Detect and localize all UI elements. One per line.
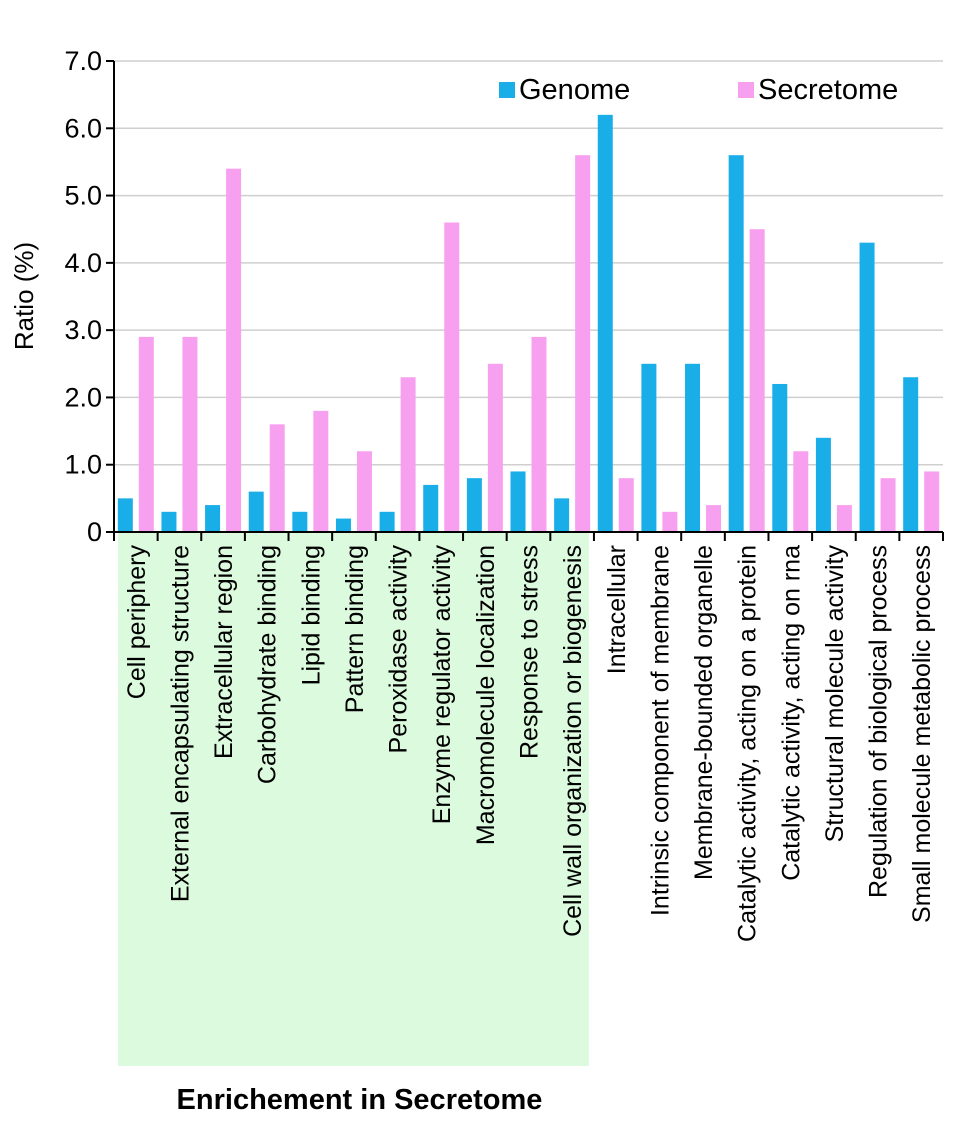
category-label: Membrane-bounded organelle	[690, 545, 718, 880]
category-label: Cell wall organization or biogenesis	[559, 545, 587, 937]
y-tick-label: 5.0	[64, 181, 102, 211]
bar-secretome	[531, 336, 547, 532]
bar-genome	[685, 363, 701, 532]
bar-genome	[335, 518, 351, 532]
bar-genome	[379, 511, 395, 532]
bar-secretome	[924, 471, 940, 532]
y-tick-label: 6.0	[64, 113, 102, 143]
category-label: Extracellular region	[210, 545, 238, 759]
category-label: Macromolecule localization	[472, 545, 500, 845]
legend-swatch	[738, 82, 754, 98]
bar-secretome	[749, 229, 765, 532]
category-label: Pattern binding	[341, 545, 369, 713]
bar-genome	[597, 114, 613, 532]
category-label: Response to stress	[516, 545, 544, 759]
y-axis-title: Ratio (%)	[9, 242, 39, 350]
bar-genome	[903, 377, 919, 532]
gridlines	[114, 60, 943, 466]
bar-genome	[161, 511, 177, 532]
bars	[117, 114, 940, 532]
bar-genome	[248, 491, 264, 532]
bar-secretome	[487, 363, 503, 532]
category-label: Intracellular	[603, 545, 631, 674]
bar-genome	[205, 505, 221, 532]
category-label: Cell periphery	[123, 545, 151, 700]
bar-secretome	[444, 222, 460, 532]
bar-secretome	[313, 410, 329, 532]
bar-genome	[772, 383, 788, 532]
y-tick-label: 2.0	[64, 382, 102, 412]
category-label: Catalytic activity, acting on rna	[777, 545, 805, 881]
bar-secretome	[793, 451, 809, 532]
bar-secretome	[836, 505, 852, 532]
bar-secretome	[400, 377, 416, 532]
bar-secretome	[880, 478, 896, 532]
category-label: Peroxidase activity	[385, 545, 413, 754]
category-label: Regulation of biological process	[865, 545, 893, 898]
bar-secretome	[138, 336, 154, 532]
legend-label: Genome	[519, 74, 630, 106]
bar-genome	[554, 498, 570, 532]
category-label: Structural molecule activity	[821, 545, 849, 843]
bar-secretome	[618, 478, 634, 532]
y-tick-label: 3.0	[64, 315, 102, 345]
bar-genome	[641, 363, 657, 532]
category-label: Lipid binding	[297, 545, 325, 685]
bar-genome	[728, 155, 744, 532]
y-tick-label: 0	[87, 517, 102, 547]
highlight-group-title: Enrichement in Secretome	[177, 1084, 543, 1116]
bar-genome	[815, 437, 831, 532]
category-label: External encapsulating structure	[166, 545, 194, 902]
bar-secretome	[575, 155, 591, 532]
bar-genome	[510, 471, 526, 532]
category-label: Catalytic activity, acting on a protein	[734, 545, 762, 942]
x-axis-category-labels: Cell periphery External encapsulating str…	[123, 545, 936, 942]
axes	[113, 61, 944, 541]
bar-secretome	[356, 451, 372, 532]
bar-secretome	[182, 336, 198, 532]
category-label: Intrinsic component of membrane	[646, 545, 674, 916]
y-tick-label: 4.0	[64, 248, 102, 278]
secretome-enrichment-region	[118, 532, 589, 1066]
category-label: Carbohydrate binding	[254, 545, 282, 784]
y-tick-label: 7.0	[64, 46, 102, 76]
bar-secretome	[226, 168, 242, 532]
y-axis-ticks: 0 1.0 2.0 3.0 4.0 5.0 6.0 7.0	[64, 46, 114, 547]
bar-secretome	[269, 424, 285, 532]
legend-label: Secretome	[758, 74, 898, 106]
bar-secretome	[706, 505, 722, 532]
bar-secretome	[662, 511, 678, 532]
category-label: Small molecule metabolic process	[908, 545, 936, 923]
legend-swatch	[499, 82, 515, 98]
bar-genome	[117, 498, 133, 532]
bar-genome	[859, 242, 875, 532]
y-tick-label: 1.0	[64, 450, 102, 480]
category-label: Enzyme regulator activity	[428, 545, 456, 825]
legend: Genome Secretome	[499, 74, 898, 106]
bar-genome	[423, 484, 439, 532]
bar-genome	[466, 478, 482, 532]
bar-genome	[292, 511, 308, 532]
